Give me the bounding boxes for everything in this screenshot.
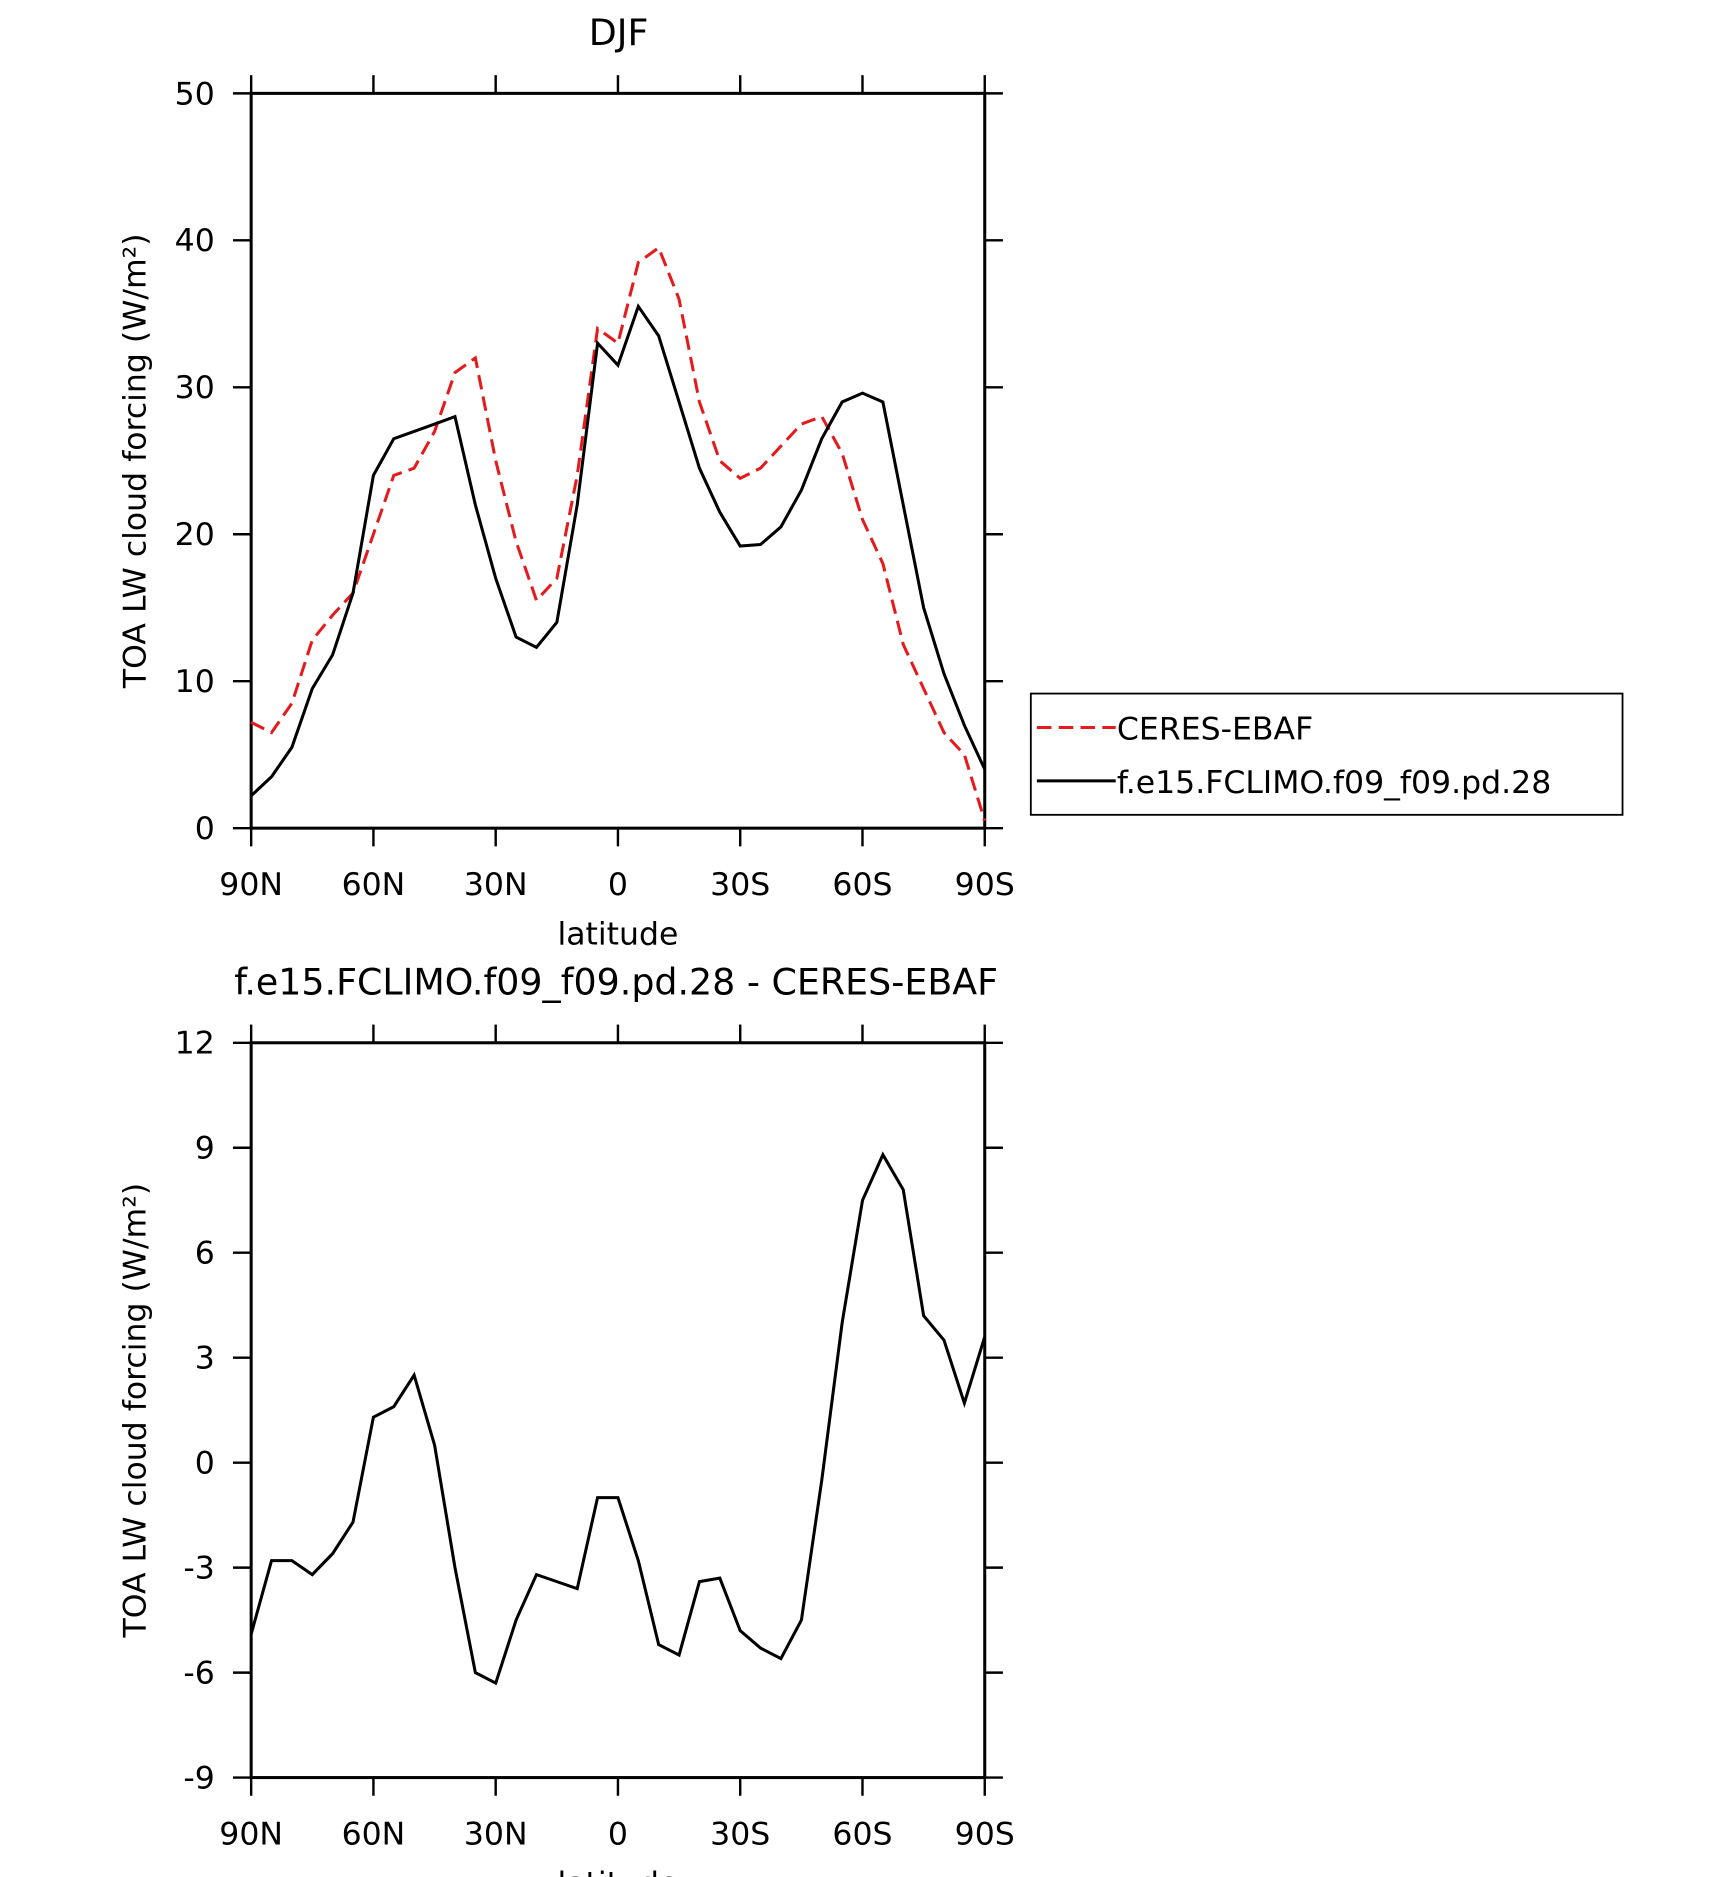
y-tick-label: -9 — [183, 1760, 214, 1796]
x-tick-label: 60N — [342, 867, 406, 903]
y-tick-label: 40 — [175, 223, 215, 259]
y-tick-label: 20 — [175, 517, 215, 553]
y-tick-label: 0 — [195, 1446, 215, 1482]
y-tick-label: 30 — [175, 370, 215, 406]
y-tick-label: 10 — [175, 664, 215, 700]
x-tick-label: 30S — [710, 867, 770, 903]
y-axis-label: TOA LW cloud forcing (W/m²) — [118, 1183, 154, 1639]
y-tick-label: -3 — [183, 1551, 214, 1587]
x-tick-label: 30N — [464, 1816, 528, 1852]
legend-box — [1029, 692, 1624, 816]
x-tick-label: 90S — [955, 867, 1015, 903]
y-tick-label: 0 — [195, 811, 215, 847]
x-tick-label: 30S — [710, 1816, 770, 1852]
x-tick-label: 60S — [832, 1816, 892, 1852]
x-tick-label: 30N — [464, 867, 528, 903]
x-axis-label: latitude — [557, 917, 678, 953]
data-line — [249, 1151, 987, 1686]
x-tick-label: 0 — [608, 867, 628, 903]
data-line — [250, 245, 987, 822]
y-tick-label: 9 — [195, 1131, 215, 1167]
x-tick-label: 90N — [219, 1816, 283, 1852]
x-tick-label: 0 — [608, 1816, 628, 1852]
y-tick-label: 3 — [195, 1341, 215, 1377]
y-tick-label: -6 — [183, 1656, 214, 1692]
plot-frame — [249, 91, 987, 830]
x-tick-label: 90S — [955, 1816, 1015, 1852]
y-tick-label: 6 — [195, 1236, 215, 1272]
chart-title: f.e15.FCLIMO.f09_f09.pd.28 - CERES-EBAF — [234, 960, 998, 1003]
y-axis-label: TOA LW cloud forcing (W/m²) — [118, 233, 154, 689]
y-tick-label: 12 — [175, 1026, 215, 1062]
x-axis-label: latitude — [557, 1866, 678, 1877]
x-tick-label: 60S — [832, 867, 892, 903]
y-tick-label: 50 — [175, 76, 215, 112]
chart-title: DJF — [589, 11, 649, 54]
legend-label: f.e15.FCLIMO.f09_f09.pd.28 — [1117, 765, 1551, 801]
x-tick-label: 60N — [342, 1816, 406, 1852]
legend-label: CERES-EBAF — [1117, 712, 1313, 748]
plot-frame — [249, 1041, 987, 1780]
x-tick-label: 90N — [219, 867, 283, 903]
data-line — [250, 303, 987, 797]
